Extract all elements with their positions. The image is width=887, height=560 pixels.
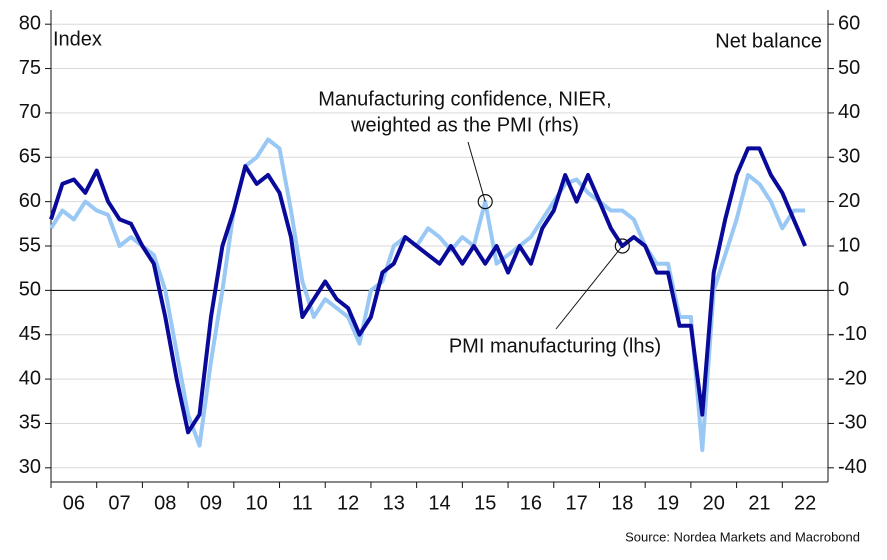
annotation-leader: [467, 141, 486, 202]
y2-tick-label: 10: [838, 234, 860, 256]
y2-tick-label: -30: [838, 412, 867, 434]
x-tick-label: 20: [703, 492, 725, 514]
y-tick-label: 55: [19, 234, 41, 256]
annotation-leader: [555, 245, 623, 330]
y2-tick-label: 50: [838, 57, 860, 79]
x-tick-label: 16: [520, 492, 542, 514]
x-tick-label: 15: [474, 492, 496, 514]
x-tick-label: 21: [748, 492, 770, 514]
x-tick-label: 11: [292, 492, 313, 514]
x-tick-label: 18: [611, 492, 633, 514]
y2-tick-label: 60: [838, 12, 860, 34]
x-tick-label: 13: [383, 492, 405, 514]
y-tick-label: 40: [19, 367, 41, 389]
annotation-text: PMI manufacturing (lhs): [449, 335, 661, 357]
y-tick-label: 80: [19, 12, 41, 34]
y-tick-label: 70: [19, 101, 41, 123]
y2-tick-label: 40: [838, 101, 860, 123]
x-tick-label: 06: [63, 492, 85, 514]
x-tick-label: 12: [337, 492, 359, 514]
x-tick-label: 08: [154, 492, 176, 514]
y-tick-label: 35: [19, 412, 41, 434]
y-tick-label: 65: [19, 146, 41, 168]
y-tick-label: 50: [19, 279, 41, 301]
source: Source: Nordea Markets and Macrobond: [625, 529, 860, 544]
y-axis-title: Index: [53, 28, 102, 50]
y2-tick-label: 30: [838, 146, 860, 168]
annotation-marker: [614, 238, 630, 254]
x-tick-label: 10: [246, 492, 268, 514]
x-tick-label: 17: [565, 492, 587, 514]
y-tick-label: 75: [19, 57, 41, 79]
x-tick-label: 14: [428, 492, 450, 514]
y2-tick-label: -20: [838, 367, 867, 389]
annotation-text: Manufacturing confidence, NIER,: [318, 88, 612, 110]
y2-tick-label: 20: [838, 190, 860, 212]
y2-tick-label: -10: [838, 323, 867, 345]
y-tick-label: 45: [19, 323, 41, 345]
y-tick-label: 30: [19, 456, 41, 478]
x-tick-label: 22: [794, 492, 816, 514]
series-line: [49, 137, 806, 453]
y2-axis-title: Net balance: [715, 30, 822, 52]
series-line: [49, 146, 807, 435]
y2-tick-label: -40: [838, 456, 867, 478]
x-tick-label: 19: [657, 492, 679, 514]
y-tick-label: 60: [19, 190, 41, 212]
y2-tick-label: 0: [838, 279, 849, 301]
x-tick-label: 09: [200, 492, 222, 514]
annotation-marker: [477, 194, 493, 210]
annotation-text: weighted as the PMI (rhs): [350, 114, 579, 136]
x-tick-label: 07: [108, 492, 130, 514]
